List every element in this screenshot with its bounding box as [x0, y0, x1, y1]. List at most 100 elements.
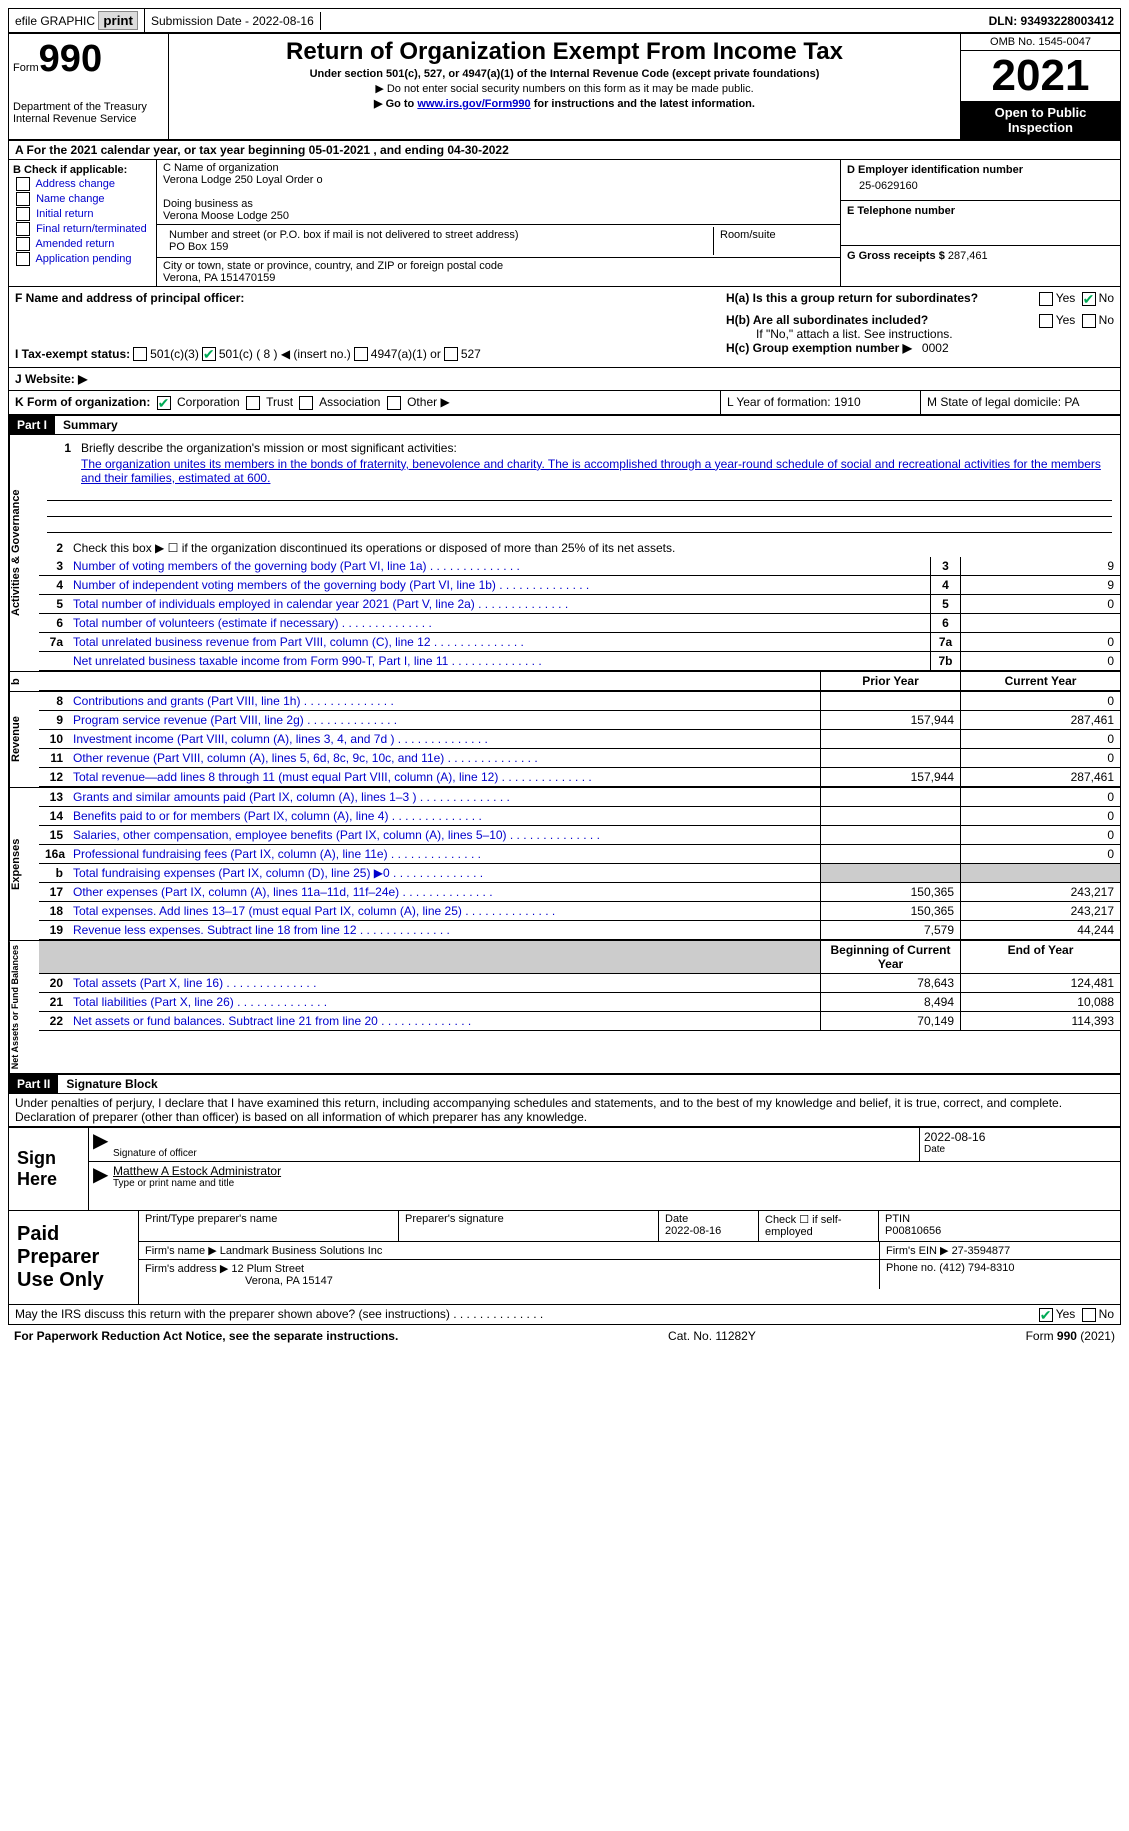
- city-label: City or town, state or province, country…: [163, 260, 834, 272]
- firm-ein-label: Firm's EIN ▶: [886, 1245, 949, 1257]
- prep-date: 2022-08-16: [665, 1225, 721, 1237]
- prior-header: Prior Year: [820, 672, 960, 690]
- line-text: Net unrelated business taxable income fr…: [69, 652, 930, 670]
- line-text: Total revenue—add lines 8 through 11 (mu…: [69, 768, 820, 786]
- line-text: Total assets (Part X, line 16): [69, 974, 820, 992]
- sign-arrow-icon: ▶: [89, 1128, 109, 1161]
- hc-label: H(c) Group exemption number ▶: [726, 341, 912, 355]
- form-title: Return of Organization Exempt From Incom…: [173, 38, 956, 66]
- part1-title: Summary: [55, 416, 126, 434]
- open-inspection: Open to Public Inspection: [961, 101, 1120, 139]
- sign-date: 2022-08-16: [924, 1130, 1116, 1144]
- check-initial[interactable]: Initial return: [13, 207, 152, 221]
- discuss-yes[interactable]: [1039, 1308, 1053, 1322]
- col-b-label: B Check if applicable:: [13, 164, 127, 176]
- row-a: A For the 2021 calendar year, or tax yea…: [8, 140, 1121, 160]
- ha-yes[interactable]: [1039, 292, 1053, 306]
- row-f: F Name and address of principal officer:: [15, 291, 714, 305]
- prep-check: Check ☐ if self-employed: [759, 1211, 879, 1241]
- mission-text: The organization unites its members in t…: [81, 457, 1112, 485]
- org-name: Verona Lodge 250 Loyal Order o: [163, 174, 834, 186]
- activities-label: Activities & Governance: [9, 435, 39, 671]
- ein: 25-0629160: [847, 176, 1114, 196]
- ptin-label: PTIN: [885, 1213, 910, 1225]
- submission-date: Submission Date - 2022-08-16: [145, 12, 321, 30]
- ein-label: D Employer identification number: [847, 164, 1023, 176]
- row-j: J Website: ▶: [15, 372, 87, 386]
- line-text: Net assets or fund balances. Subtract li…: [69, 1012, 820, 1030]
- check-trust[interactable]: [246, 396, 260, 410]
- discuss-no[interactable]: [1082, 1308, 1096, 1322]
- check-501c[interactable]: [202, 347, 216, 361]
- check-address[interactable]: Address change: [13, 177, 152, 191]
- street: PO Box 159: [169, 241, 707, 253]
- org-name-label: C Name of organization: [163, 162, 834, 174]
- firm-ein: 27-3594877: [952, 1245, 1011, 1257]
- q2: Check this box ▶ ☐ if the organization d…: [69, 539, 1120, 557]
- check-final[interactable]: Final return/terminated: [13, 222, 152, 236]
- omb-number: OMB No. 1545-0047: [961, 34, 1120, 51]
- cat-no: Cat. No. 11282Y: [668, 1329, 756, 1343]
- receipts-label: G Gross receipts $: [847, 250, 945, 262]
- revenue-label: Revenue: [9, 692, 39, 787]
- begin-header: Beginning of Current Year: [820, 941, 960, 973]
- addr2: Verona, PA 15147: [245, 1275, 333, 1287]
- row-l: L Year of formation: 1910: [720, 391, 920, 414]
- netassets-label: Net Assets or Fund Balances: [9, 941, 39, 1073]
- line-text: Program service revenue (Part VIII, line…: [69, 711, 820, 729]
- form-label: Form: [13, 62, 39, 74]
- line-text: Contributions and grants (Part VIII, lin…: [69, 692, 820, 710]
- line-text: Other expenses (Part IX, column (A), lin…: [69, 883, 820, 901]
- expenses-label: Expenses: [9, 788, 39, 940]
- hb-no[interactable]: [1082, 314, 1096, 328]
- part2-header: Part II: [9, 1075, 58, 1093]
- check-pending[interactable]: Application pending: [13, 252, 152, 266]
- prep-date-label: Date: [665, 1213, 688, 1225]
- form-footer: Form 990 (2021): [1026, 1329, 1115, 1343]
- check-501c3[interactable]: [133, 347, 147, 361]
- q1: Briefly describe the organization's miss…: [77, 439, 1112, 457]
- firm-name: Landmark Business Solutions Inc: [220, 1245, 383, 1257]
- sign-arrow-icon-2: ▶: [89, 1162, 109, 1191]
- line-text: Total expenses. Add lines 13–17 (must eq…: [69, 902, 820, 920]
- check-amended[interactable]: Amended return: [13, 237, 152, 251]
- sign-here-label: Sign Here: [9, 1128, 89, 1210]
- line-text: Total fundraising expenses (Part IX, col…: [69, 864, 820, 882]
- form-header: Form990 Department of the Treasury Inter…: [8, 33, 1121, 140]
- check-4947[interactable]: [354, 347, 368, 361]
- check-assoc[interactable]: [299, 396, 313, 410]
- dept-label: Department of the Treasury Internal Reve…: [13, 101, 164, 125]
- line-text: Total number of individuals employed in …: [69, 595, 930, 613]
- sig-label: Signature of officer: [113, 1148, 915, 1159]
- print-button[interactable]: print: [98, 11, 138, 30]
- line-text: Benefits paid to or for members (Part IX…: [69, 807, 820, 825]
- line-text: Salaries, other compensation, employee b…: [69, 826, 820, 844]
- prep-sig-label: Preparer's signature: [399, 1211, 659, 1241]
- phone: (412) 794-8310: [939, 1262, 1014, 1274]
- check-name[interactable]: Name change: [13, 192, 152, 206]
- row-i: I Tax-exempt status:: [15, 347, 130, 361]
- phone-label: Phone no.: [886, 1262, 936, 1274]
- check-corp[interactable]: [157, 396, 171, 410]
- firm-label: Firm's name ▶: [145, 1245, 217, 1257]
- line-text: Other revenue (Part VIII, column (A), li…: [69, 749, 820, 767]
- hb-note: If "No," attach a list. See instructions…: [726, 327, 1114, 341]
- check-527[interactable]: [444, 347, 458, 361]
- line-text: Revenue less expenses. Subtract line 18 …: [69, 921, 820, 939]
- b-label: b: [9, 672, 39, 691]
- subtitle: Under section 501(c), 527, or 4947(a)(1)…: [173, 68, 956, 80]
- declaration: Under penalties of perjury, I declare th…: [8, 1094, 1121, 1127]
- check-other[interactable]: [387, 396, 401, 410]
- hc-val: 0002: [922, 341, 949, 355]
- paperwork-notice: For Paperwork Reduction Act Notice, see …: [14, 1329, 398, 1343]
- ha-no[interactable]: [1082, 292, 1096, 306]
- end-header: End of Year: [960, 941, 1120, 973]
- dba-label: Doing business as: [163, 198, 834, 210]
- row-m: M State of legal domicile: PA: [920, 391, 1120, 414]
- irs-link[interactable]: www.irs.gov/Form990: [417, 98, 530, 110]
- note2: ▶ Go to www.irs.gov/Form990 for instruct…: [173, 97, 956, 110]
- current-header: Current Year: [960, 672, 1120, 690]
- part1-header: Part I: [9, 416, 55, 434]
- hb-yes[interactable]: [1039, 314, 1053, 328]
- name-label: Type or print name and title: [113, 1178, 1116, 1189]
